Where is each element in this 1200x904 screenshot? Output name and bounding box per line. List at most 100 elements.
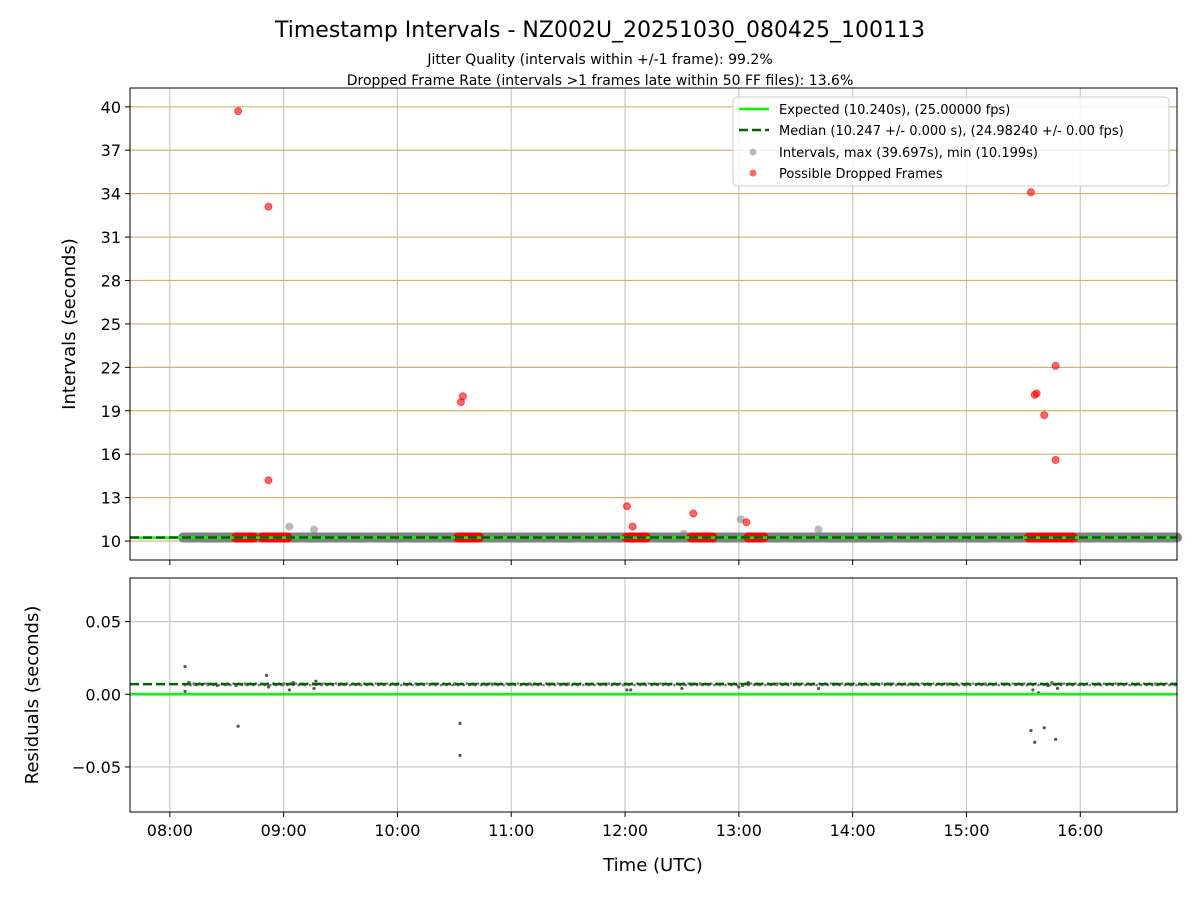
residuals-plot: 08:00 09:00 10:00 11:00 12:00 13:00 14:00 15:00… [72, 577, 1178, 840]
residual-point [183, 665, 187, 669]
residual-point [816, 686, 821, 691]
residuals-axes-frame [129, 577, 1178, 813]
residual-point [815, 683, 818, 687]
residual-point [946, 683, 949, 687]
dropped-frame-point [264, 202, 273, 211]
residual-point [829, 682, 833, 685]
interval-point [679, 529, 688, 538]
residual-point [1054, 737, 1058, 741]
residual-point [712, 683, 716, 687]
y-tick-label: 13 [101, 489, 121, 508]
residual-point [803, 683, 807, 687]
residual-point [312, 686, 316, 691]
dropped-frame-point [1051, 361, 1060, 370]
dropped-frame-point [742, 518, 751, 527]
x-tick-label: 09:00 [261, 821, 307, 840]
residual-point [647, 682, 651, 685]
residual-point [1153, 682, 1157, 685]
residual-point [931, 682, 935, 685]
x-tick-label: 11:00 [488, 821, 534, 840]
legend-intervals-swatch [749, 148, 757, 156]
residual-point [1139, 683, 1143, 687]
residual-point [582, 683, 585, 687]
y-tick-label: 22 [101, 358, 121, 377]
dropped-frame-point [458, 392, 467, 401]
residual-point [1102, 682, 1106, 685]
legend-label: Expected (10.240s), (25.00000 fps) [779, 103, 1010, 118]
x-tick-label: 14:00 [830, 821, 876, 840]
residual-point [283, 682, 286, 685]
dropped-frame-point [689, 509, 698, 518]
legend-box [732, 96, 1170, 187]
chart-subtitle-dropped: Dropped Frame Rate (intervals >1 frames … [347, 73, 854, 89]
legend-dropped-swatch [749, 169, 757, 177]
residual-point [183, 689, 187, 693]
residual-point [192, 682, 195, 685]
residual-point [724, 683, 727, 687]
dropped-frame-point [1040, 411, 1049, 420]
residual-point [737, 685, 741, 689]
residual-point [764, 683, 767, 687]
residual-point [334, 682, 338, 685]
x-tick-label: 10:00 [374, 821, 420, 840]
y-axis-label-residuals: Residuals (seconds) [22, 606, 43, 785]
residual-point [894, 683, 898, 687]
residual-point [680, 686, 684, 691]
residual-point [621, 683, 625, 687]
residual-point [738, 682, 742, 685]
residual-point [516, 682, 520, 685]
residual-point [465, 682, 468, 685]
x-tick-label: 08:00 [147, 821, 193, 840]
y-tick-label: −0.05 [72, 758, 121, 777]
residual-point [633, 683, 636, 687]
residual-point [986, 683, 989, 687]
residual-point [625, 688, 629, 692]
interval-point [309, 525, 318, 534]
residual-point [607, 682, 611, 685]
residual-point [266, 685, 271, 689]
residual-point [502, 683, 505, 687]
chart-title: Timestamp Intervals - NZ002U_20251030_08… [274, 18, 925, 43]
residual-point [374, 682, 377, 685]
residual-point [360, 683, 363, 687]
residual-point [490, 683, 494, 687]
residual-point [1042, 726, 1046, 730]
residual-point [203, 682, 207, 685]
dropped-frame-point [628, 522, 637, 531]
residual-point [458, 753, 462, 757]
legend-label: Intervals, max (39.697s), min (10.199s) [779, 146, 1038, 161]
dropped-frame-point [1026, 188, 1035, 197]
residual-point [217, 683, 221, 687]
residual-point [308, 683, 312, 687]
residual-point [476, 682, 480, 685]
dropped-frame-point [1032, 389, 1041, 398]
residual-point [855, 683, 858, 687]
legend-label: Possible Dropped Frames [779, 167, 943, 182]
residual-point [294, 682, 298, 685]
residual-point [264, 673, 269, 677]
residual-point [425, 682, 429, 685]
y-tick-label: 31 [101, 228, 121, 247]
y-tick-label: 34 [101, 185, 121, 204]
y-tick-label: 0.00 [85, 685, 121, 704]
residual-point [1062, 682, 1066, 685]
residual-point [1011, 682, 1015, 685]
dropped-frame-point [1051, 455, 1060, 464]
residual-point [269, 683, 272, 687]
residual-point [451, 683, 454, 687]
residual-point [243, 682, 247, 685]
interval-point [285, 522, 294, 531]
y-tick-label: 40 [101, 98, 121, 117]
residual-point [385, 682, 389, 685]
intervals-axes-frame [129, 87, 1178, 561]
residual-point [399, 683, 403, 687]
residual-point [1023, 682, 1026, 685]
residual-point [314, 679, 318, 683]
residual-point [1088, 683, 1092, 687]
residual-point [1029, 729, 1033, 733]
legend: Expected (10.240s), (25.00000 fps) Median… [732, 96, 1170, 187]
residual-point [920, 682, 924, 685]
residual-point [673, 683, 676, 687]
residual-point [1128, 683, 1131, 687]
residual-point [971, 682, 975, 685]
